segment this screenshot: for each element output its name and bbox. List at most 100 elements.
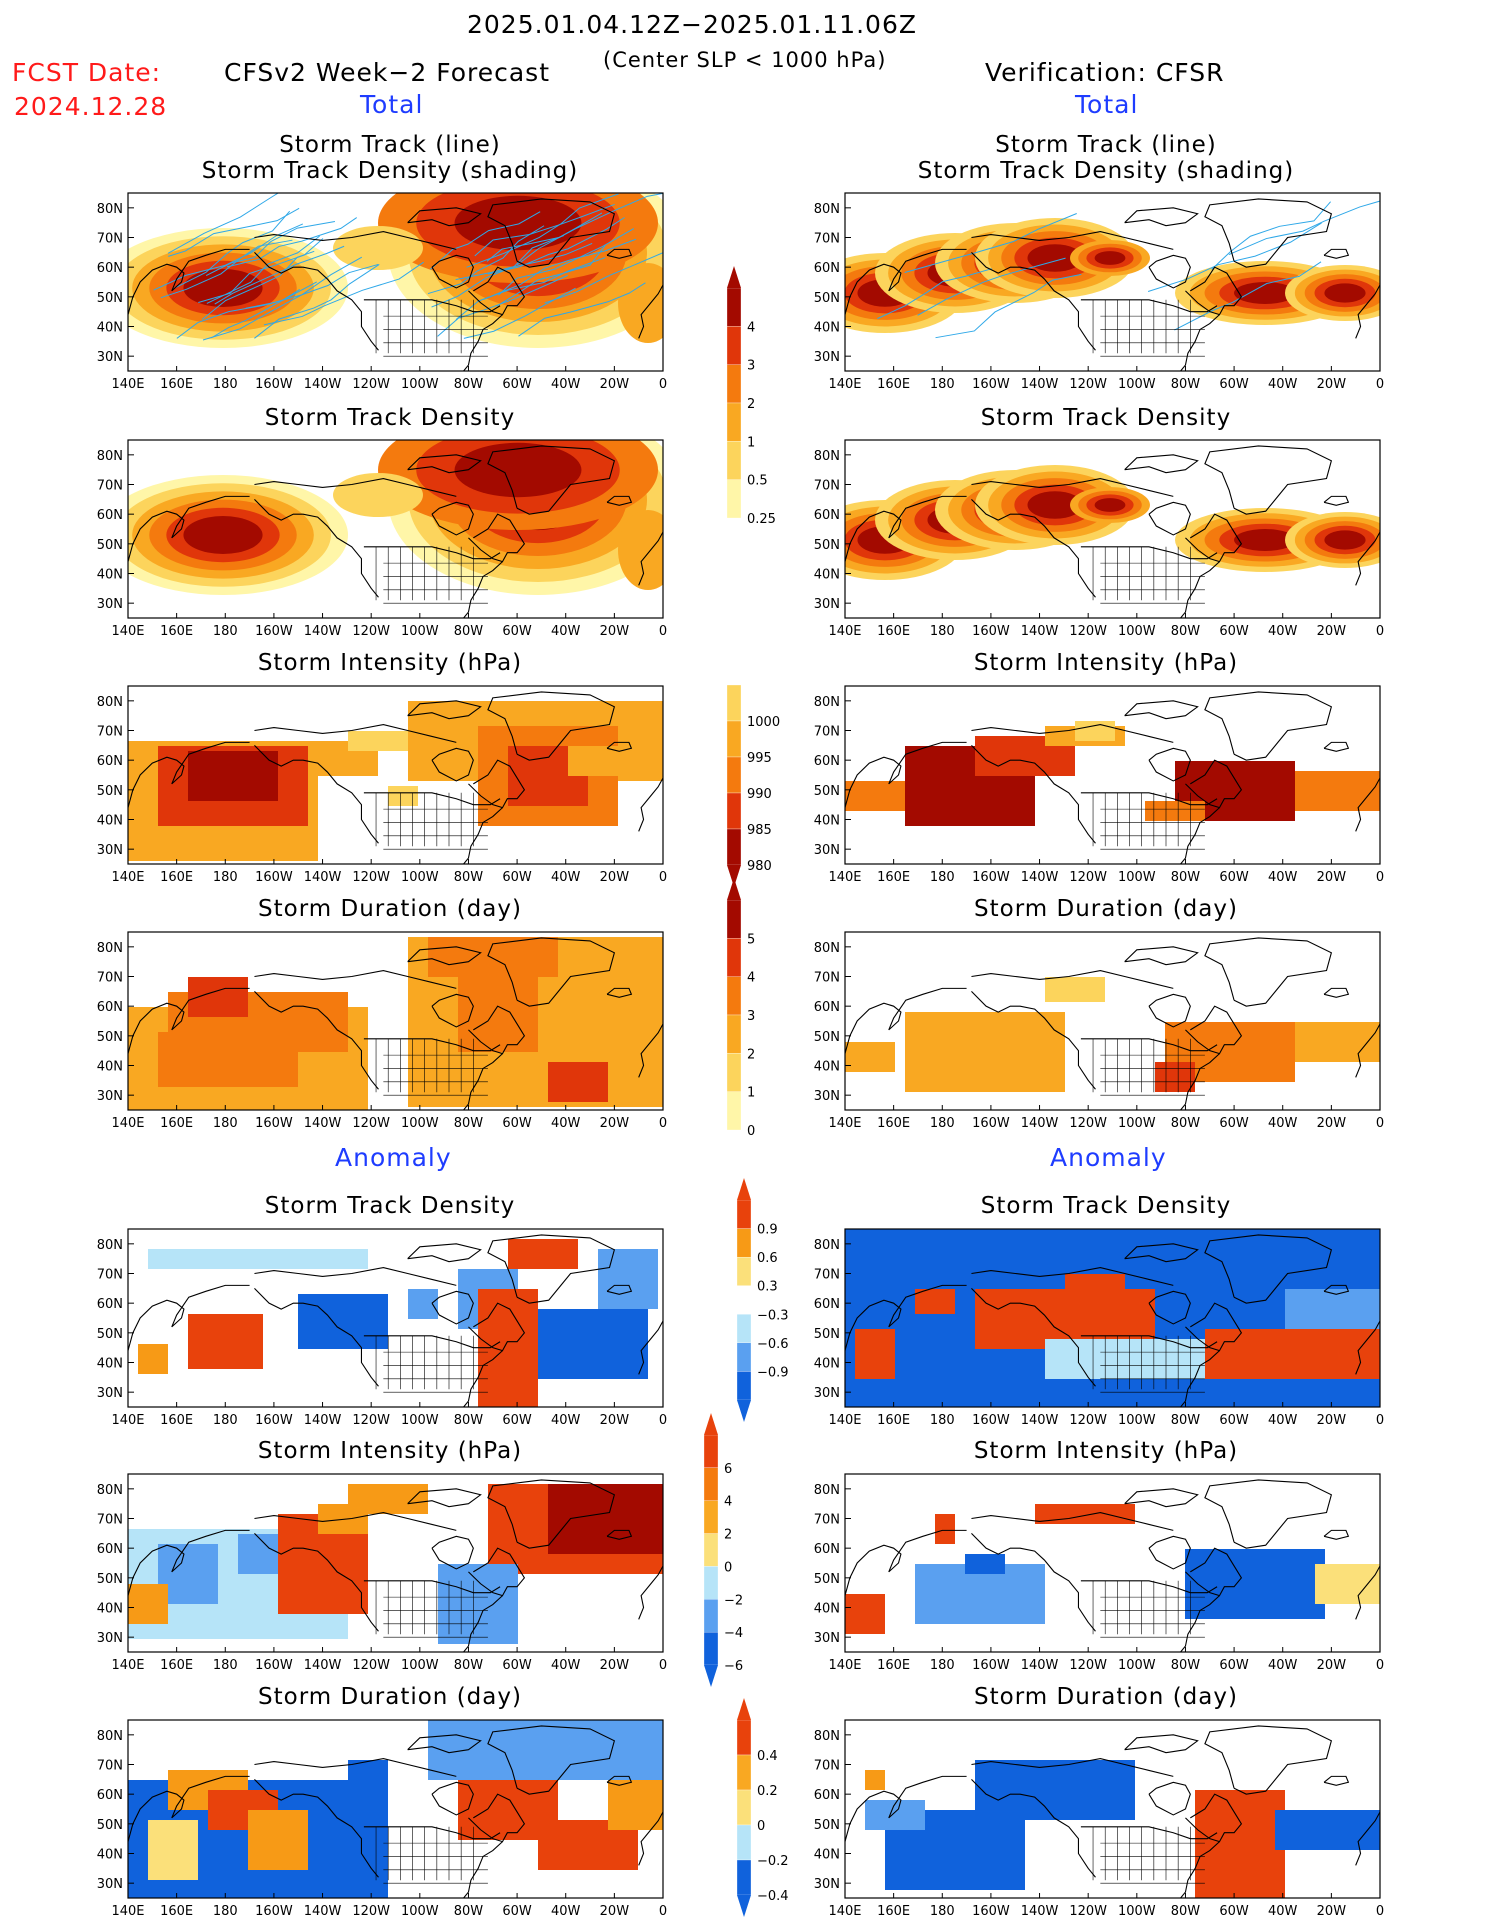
lon-tick-label: 20W	[600, 377, 630, 392]
lon-tick-label: 120W	[1069, 1904, 1107, 1919]
colorbar-label: −0.4	[757, 1889, 789, 1904]
lon-tick-label: 140E	[828, 1116, 861, 1131]
lon-tick-label: 40W	[551, 1413, 581, 1428]
lat-tick-label: 70N	[97, 1759, 123, 1774]
colorbar-label: 0.25	[747, 512, 776, 527]
lon-tick-label: 100W	[1118, 377, 1156, 392]
colorbar-label: 985	[747, 823, 772, 838]
lon-tick-label: 180	[930, 624, 955, 639]
lat-tick-label: 80N	[814, 1729, 840, 1744]
lat-tick-label: 60N	[814, 508, 840, 523]
lat-tick-label: 40N	[814, 1602, 840, 1617]
lon-tick-label: 160W	[972, 870, 1010, 885]
lon-tick-label: 140E	[828, 1904, 861, 1919]
colorbar-duration-anomaly: 0.4 0.2 0 −0.2 −0.4	[736, 1698, 789, 1917]
lon-tick-label: 20W	[1317, 1904, 1347, 1919]
lon-tick-label: 160E	[160, 377, 193, 392]
colorbar-label: 6	[724, 1462, 732, 1477]
lon-tick-label: 160E	[160, 624, 193, 639]
lat-tick-label: 60N	[814, 754, 840, 769]
lat-tick-label: 40N	[97, 321, 123, 336]
lat-tick-label: 40N	[814, 1848, 840, 1863]
map-intensity-anomaly-forecast: 140E 160E 180 160W 140W 120W 100W 80W 60W 40W 20W 0…	[97, 1473, 667, 1673]
lat-tick-label: 60N	[97, 1297, 123, 1312]
lon-tick-label: 60W	[502, 1904, 532, 1919]
colorbar-label: 2	[724, 1528, 732, 1543]
map-intensity-verification: 140E 160E 180 160W 140W 120W 100W 80W 60W 40W 20W 0…	[814, 685, 1384, 885]
lat-tick-label: 30N	[814, 843, 840, 858]
map-track-verification: 140E 160E 180 160W 140W 120W 100W 80W 60W 40W 20W 0…	[814, 192, 1384, 392]
fcst-date-label: FCST Date:	[12, 58, 162, 87]
lon-tick-label: 0	[1376, 870, 1384, 885]
lat-tick-label: 30N	[814, 1877, 840, 1892]
lon-tick-label: 160W	[972, 377, 1010, 392]
lon-tick-label: 180	[213, 870, 238, 885]
lat-tick-label: 40N	[97, 1060, 123, 1075]
lon-tick-label: 160E	[877, 377, 910, 392]
lon-tick-label: 60W	[1219, 624, 1249, 639]
lat-tick-label: 80N	[814, 202, 840, 217]
lat-tick-label: 30N	[97, 1631, 123, 1646]
map-duration-verification: 140E 160E 180 160W 140W 120W 100W 80W 60W 40W 20W 0…	[814, 931, 1384, 1131]
lon-tick-label: 180	[213, 1904, 238, 1919]
lat-tick-label: 60N	[97, 1542, 123, 1557]
lon-tick-label: 140E	[111, 1658, 144, 1673]
lat-tick-label: 40N	[97, 1848, 123, 1863]
lat-tick-label: 70N	[97, 1513, 123, 1528]
lon-tick-label: 160W	[972, 1413, 1010, 1428]
lon-tick-label: 140W	[1021, 870, 1059, 885]
lon-tick-label: 140W	[304, 1413, 342, 1428]
lon-tick-label: 100W	[401, 1904, 439, 1919]
lon-tick-label: 40W	[551, 1116, 581, 1131]
section-anomaly-left: Anomaly	[335, 1143, 452, 1172]
lon-tick-label: 20W	[600, 1413, 630, 1428]
title-intensity-anom-left: Storm Intensity (hPa)	[257, 1438, 523, 1464]
lat-tick-label: 30N	[97, 350, 123, 365]
lat-tick-label: 50N	[814, 1030, 840, 1045]
lat-tick-label: 70N	[814, 232, 840, 247]
lat-tick-label: 40N	[814, 1357, 840, 1372]
lat-tick-label: 30N	[97, 843, 123, 858]
lat-tick-label: 50N	[97, 291, 123, 306]
colorbar-label: −0.9	[757, 1365, 789, 1380]
lon-tick-label: 40W	[551, 1904, 581, 1919]
lon-tick-label: 140E	[828, 1658, 861, 1673]
lon-tick-label: 0	[1376, 377, 1384, 392]
lat-tick-label: 70N	[814, 1513, 840, 1528]
lon-tick-label: 120W	[1069, 1658, 1107, 1673]
lon-tick-label: 100W	[401, 1658, 439, 1673]
lon-tick-label: 40W	[1268, 1658, 1298, 1673]
lat-tick-label: 80N	[814, 449, 840, 464]
title-duration-right: Storm Duration (day)	[974, 896, 1238, 922]
lon-tick-label: 140E	[828, 1413, 861, 1428]
map-density-verification: 140E 160E 180 160W 140W 120W 100W 80W 60W 40W 20W 0…	[814, 439, 1384, 639]
map-intensity-anomaly-verification: 140E 160E 180 160W 140W 120W 100W 80W 60W 40W 20W 0…	[814, 1473, 1384, 1673]
lon-tick-label: 140W	[1021, 624, 1059, 639]
lon-tick-label: 40W	[1268, 1413, 1298, 1428]
lat-tick-label: 60N	[97, 508, 123, 523]
lon-tick-label: 60W	[1219, 1116, 1249, 1131]
lat-tick-label: 50N	[97, 1572, 123, 1587]
lon-tick-label: 20W	[1317, 1116, 1347, 1131]
colorbar-label: 3	[747, 1009, 755, 1024]
lon-tick-label: 20W	[1317, 1413, 1347, 1428]
lon-tick-label: 160W	[972, 1658, 1010, 1673]
map-duration-anomaly-forecast: 140E 160E 180 160W 140W 120W 100W 80W 60W 40W 20W 0…	[97, 1719, 667, 1919]
title-track-shading-left: Storm Track Density (shading)	[201, 158, 579, 184]
lon-tick-label: 180	[930, 870, 955, 885]
lon-tick-label: 60W	[502, 1116, 532, 1131]
colorbar-label: −4	[724, 1626, 743, 1641]
lon-tick-label: 100W	[401, 1413, 439, 1428]
colorbar-label: 990	[747, 787, 772, 802]
lat-tick-label: 60N	[814, 261, 840, 276]
map-density-anomaly-verification: 140E 160E 180 160W 140W 120W 100W 80W 60W 40W 20W 0…	[814, 1228, 1384, 1428]
colorbar-label: 995	[747, 751, 772, 766]
lon-tick-label: 120W	[352, 1904, 390, 1919]
lon-tick-label: 0	[1376, 1658, 1384, 1673]
colorbar-duration-total: 5 4 3 2 1 0	[726, 878, 755, 1139]
lon-tick-label: 100W	[1118, 1658, 1156, 1673]
lon-tick-label: 160W	[255, 1904, 293, 1919]
lat-tick-label: 70N	[97, 232, 123, 247]
lon-tick-label: 80W	[454, 1658, 484, 1673]
